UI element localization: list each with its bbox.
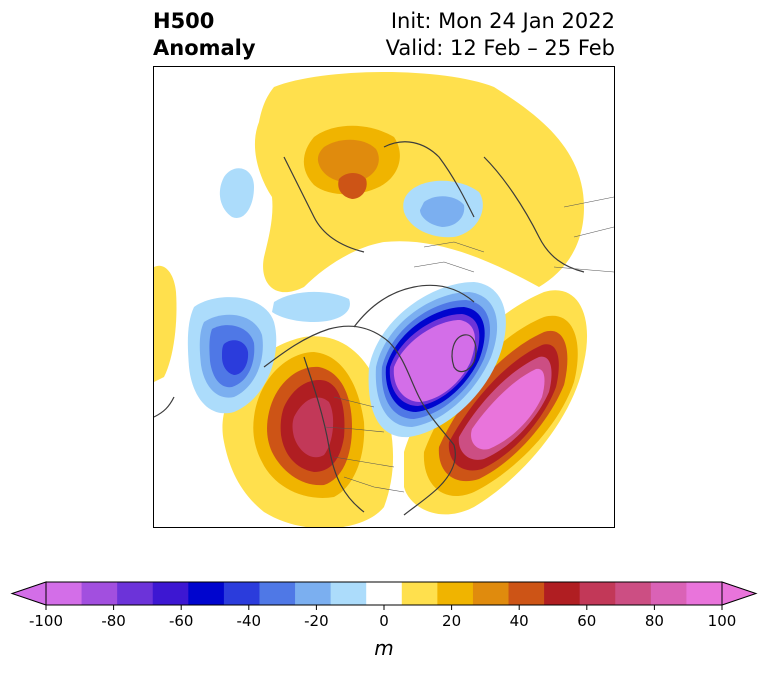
colorbar-extend-max [721,581,758,606]
init-date-label: Init: Mon 24 Jan 2022 [390,9,615,33]
colorbar-segment [615,582,652,605]
colorbar-unit-label: m [374,636,394,660]
colorbar-segment [401,582,438,605]
anomaly-map-canvas [154,72,614,527]
colorbar-tick-label: -40 [237,612,262,630]
colorbar-segments [10,581,758,606]
colorbar-tick-label: -100 [29,612,63,630]
colorbar-segment [223,582,260,605]
title-right: Init: Mon 24 Jan 2022 Valid: 12 Feb – 25… [386,8,615,62]
title-left: H500 Anomaly [153,8,256,62]
coastlines [154,141,614,516]
colorbar-segment [46,582,83,605]
title-field-type: Anomaly [153,36,256,60]
colorbar-ticks: -100 -80 -60 -40 -20 0 20 40 60 80 100 [29,605,736,630]
colorbar-segment [259,582,296,605]
colorbar-segment [437,582,474,605]
colorbar-tick-label: -20 [304,612,329,630]
colorbar-tick-label: -80 [101,612,126,630]
colorbar-segment [508,582,545,605]
colorbar-tick-label: 100 [708,612,737,630]
colorbar-tick-label: -60 [169,612,194,630]
colorbar-tick-label: 40 [510,612,529,630]
colorbar-extend-min [10,581,47,606]
colorbar-segment [579,582,616,605]
colorbar-segment [366,582,403,605]
colorbar-segment [188,582,225,605]
colorbar-segment [81,582,118,605]
colorbar-segment [472,582,510,605]
colorbar-tick-label: 0 [379,612,389,630]
colorbar-tick-label: 80 [645,612,664,630]
colorbar: -100 -80 -60 -40 -20 0 20 40 60 80 100 [10,581,758,630]
colorbar-segment [650,582,687,605]
colorbar-segment [544,582,581,605]
negative-anomaly-field [187,168,506,438]
colorbar-segment [152,582,189,605]
colorbar-segment [330,582,367,605]
colorbar-segment [295,582,332,605]
colorbar-tick-label: 20 [442,612,461,630]
valid-range-label: Valid: 12 Feb – 25 Feb [385,36,615,60]
title-field-name: H500 [153,9,215,33]
colorbar-tick-label: 60 [577,612,596,630]
anomaly-map [153,66,615,528]
colorbar-segment [117,582,154,605]
colorbar-segment [686,582,723,605]
